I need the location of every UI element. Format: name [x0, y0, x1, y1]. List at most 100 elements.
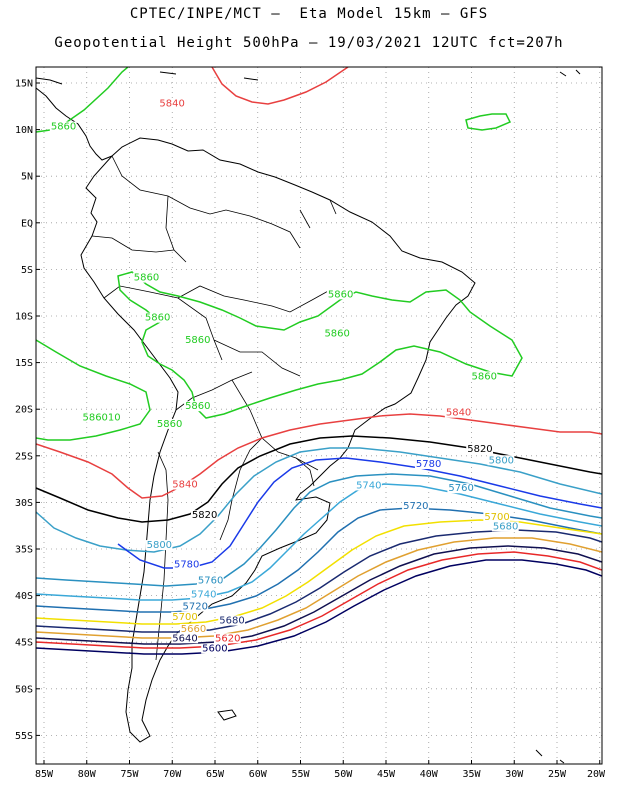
lat-tick-label: 10N [15, 125, 33, 136]
contour-label-bg [155, 418, 183, 429]
map-frame [35, 66, 603, 765]
contour-5640 [36, 545, 602, 645]
lat-tick-label: 30S [15, 498, 33, 509]
contour-label-bg [444, 407, 472, 418]
contour-label: 5740 [191, 589, 216, 600]
coastlines [36, 69, 581, 764]
contour-label-bg [214, 633, 241, 644]
contour-label: 586010 [82, 412, 120, 423]
contour-label: 5860 [157, 419, 182, 430]
contour-label: 5800 [489, 455, 514, 466]
south-america-coast [80, 137, 476, 743]
contour-label: 5760 [198, 575, 223, 586]
lon-tick-label: 25W [548, 769, 567, 780]
contour-5660 [36, 537, 602, 639]
contour-label-bg [132, 272, 160, 283]
contour-label-bg [181, 601, 209, 612]
contour-label: 5840 [446, 408, 471, 419]
lat-tick-label: 40S [15, 591, 33, 602]
contour-5760 [36, 473, 602, 587]
lat-lon-grid [36, 67, 602, 764]
lat-tick-label: 35S [15, 545, 33, 556]
lat-tick-label: 15N [15, 79, 33, 90]
lat-tick-label: 5N [21, 172, 33, 183]
contour-label: 5860 [324, 329, 349, 340]
contour-label-bg [470, 371, 498, 382]
lon-tick-label: 30W [505, 769, 524, 780]
lon-tick-label: 40W [420, 769, 439, 780]
contour-5840-north [211, 67, 349, 105]
contour-label: 5700 [172, 612, 197, 623]
contour-label-bg [49, 121, 77, 132]
contour-label-bg [172, 559, 200, 570]
contour-label: 5860 [185, 335, 210, 346]
contour-label-bg [171, 611, 199, 622]
contour-label: 5660 [181, 624, 206, 635]
contour-label-bg [171, 633, 199, 644]
contour-label-bg [81, 412, 121, 423]
contour-label-bg [323, 328, 351, 339]
lat-tick-label: 15S [15, 358, 33, 369]
contour-label: 5860 [51, 122, 76, 133]
contour-label: 5680 [219, 616, 244, 627]
lat-tick-label: 20S [15, 405, 33, 416]
caribbean-islands [36, 69, 581, 85]
contour-label-bg [143, 312, 171, 323]
contour-label: 5640 [172, 633, 197, 644]
contour-label-bg [487, 455, 515, 466]
contour-5600 [36, 559, 602, 655]
contour-label: 5860 [328, 289, 353, 300]
contour-5860-caribbean [36, 67, 129, 133]
contour-label-bg [483, 512, 511, 523]
contour-label-bg [466, 444, 494, 455]
contour-label-bg [218, 615, 246, 626]
lat-tick-label: 50S [15, 684, 33, 695]
contour-label: 5720 [183, 602, 208, 613]
contour-5620 [36, 551, 602, 649]
contour-label: 5860 [185, 401, 210, 412]
contour-label-bg [196, 575, 224, 586]
contour-label: 5780 [416, 459, 441, 470]
contour-5860-andes-cell [117, 271, 523, 419]
contour-label-bg [402, 500, 429, 511]
lon-tick-label: 35W [462, 769, 481, 780]
contour-label-bg [145, 540, 173, 551]
contour-5800 [36, 447, 602, 553]
contour-5860-atlantic-north [465, 113, 512, 131]
contour-label: 5680 [493, 521, 518, 532]
contour-label-bg [326, 289, 354, 300]
height-contours [36, 67, 602, 655]
contour-label-bg [414, 458, 442, 469]
contour-label-bg [491, 521, 519, 532]
contour-labels: 5840586058605860586058605860586058605860… [49, 98, 519, 655]
contour-label-bg [171, 479, 199, 490]
lat-tick-label: EQ [21, 218, 33, 229]
atlantic-islands [535, 749, 565, 764]
lon-tick-label: 70W [163, 769, 182, 780]
contour-label-bg [179, 623, 207, 634]
lon-tick-label: 55W [291, 769, 310, 780]
contour-label: 5840 [159, 98, 184, 109]
contour-5700 [36, 519, 602, 625]
lat-tick-label: 45S [15, 638, 33, 649]
lon-tick-label: 65W [206, 769, 225, 780]
contour-5860-west [36, 339, 151, 441]
contour-label: 5800 [147, 540, 172, 551]
map-title: CPTEC/INPE/MCT – Eta Model 15km – GFS [129, 6, 489, 22]
contour-label-bg [190, 510, 218, 521]
contour-label: 5860 [145, 313, 170, 324]
lon-tick-label: 20W [587, 769, 606, 780]
contour-label: 5820 [467, 444, 492, 455]
lon-tick-label: 80W [78, 769, 97, 780]
contour-5740 [36, 483, 602, 601]
contour-label-bg [184, 335, 211, 346]
contour-label-bg [184, 401, 211, 412]
falklands [217, 709, 237, 721]
contour-label-bg [355, 480, 382, 491]
contour-label: 5860 [134, 273, 159, 284]
lon-tick-label: 60W [249, 769, 268, 780]
contour-label: 5700 [484, 512, 509, 523]
contour-label: 5780 [174, 560, 199, 571]
contour-label: 5840 [172, 479, 197, 490]
